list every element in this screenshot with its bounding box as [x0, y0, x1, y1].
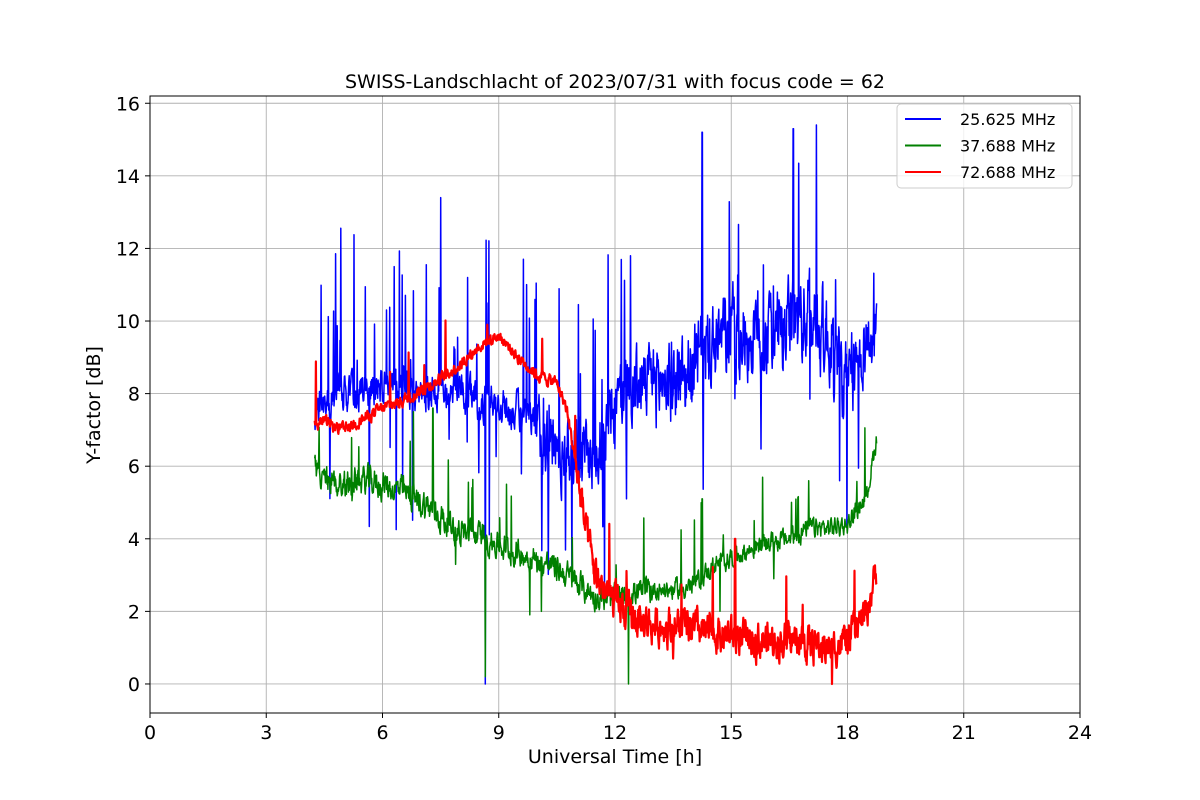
y-tick-label: 4	[128, 529, 140, 551]
y-tick-label: 6	[128, 456, 140, 478]
y-tick-label: 0	[128, 674, 140, 696]
y-tick-label: 8	[128, 384, 140, 406]
x-axis-label: Universal Time [h]	[528, 746, 702, 768]
legend: 25.625 MHz 37.688 MHz 72.688 MHz	[896, 103, 1073, 189]
y-tick-label: 2	[128, 601, 140, 623]
x-tick-label: 15	[719, 722, 743, 744]
series-line-3	[313, 319, 878, 686]
x-tick-label: 3	[260, 722, 272, 744]
x-tick-label: 24	[1068, 722, 1092, 744]
chart-title: SWISS-Landschlacht of 2023/07/31 with fo…	[345, 71, 885, 93]
x-tick-label: 12	[603, 722, 627, 744]
legend-label-2: 37.688 MHz	[960, 137, 1055, 156]
legend-label-3: 72.688 MHz	[960, 163, 1055, 182]
x-tick-label: 18	[835, 722, 859, 744]
x-tick-label: 0	[144, 722, 156, 744]
y-axis-label: Y-factor [dB]	[83, 346, 105, 465]
y-tick-label: 16	[116, 93, 140, 115]
x-tick-label: 9	[493, 722, 505, 744]
legend-label-1: 25.625 MHz	[960, 110, 1055, 129]
series-layer	[313, 124, 878, 686]
y-tick-label: 10	[116, 311, 140, 333]
y-tick-label: 14	[116, 166, 140, 188]
legend-box	[896, 103, 1073, 189]
series-line-2	[313, 407, 878, 685]
x-tick-label: 6	[376, 722, 388, 744]
y-tick-label: 12	[116, 238, 140, 260]
x-tick-label: 21	[952, 722, 976, 744]
